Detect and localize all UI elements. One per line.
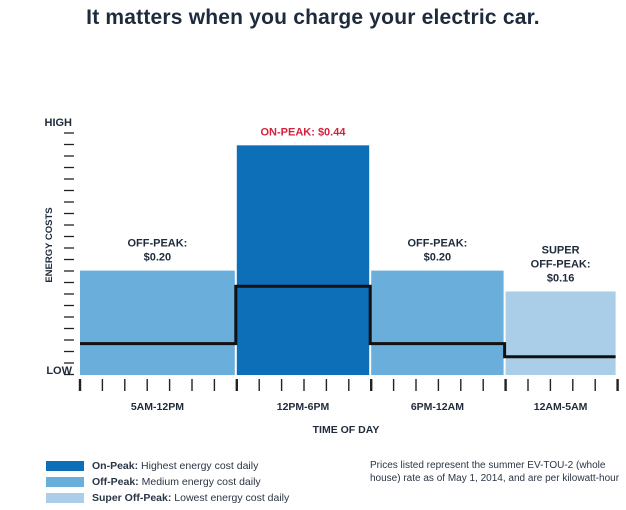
bar-12pm-6pm (236, 145, 370, 375)
legend-name: Super Off-Peak: (92, 491, 172, 504)
x-axis-title: TIME OF DAY (313, 424, 380, 436)
x-tick-label: 5AM-12PM (131, 401, 184, 413)
legend-swatch-super-off-peak (46, 492, 84, 503)
chart: 5AM-12PM 12PM-6PM 6PM-12AM 12AM-5AM OFF-PEAK… (44, 117, 619, 436)
step-line-layer (80, 284, 616, 359)
legend: On-Peak: Highest energy cost daily Off-P… (46, 458, 289, 506)
legend-swatch-off-peak (46, 476, 84, 487)
rate-note: Prices listed represent the summer EV-TO… (370, 460, 620, 484)
chart-title: It matters when you charge your electric… (86, 6, 540, 29)
bar-12am-5am (505, 291, 616, 375)
bar-6pm-12am (371, 270, 504, 375)
bar-value-label: ON-PEAK: $0.44 (261, 126, 347, 138)
legend-item-off-peak: Off-Peak: Medium energy cost daily (46, 474, 289, 489)
legend-desc: Medium energy cost daily (141, 475, 261, 488)
bar-value-label: $0.20 (144, 252, 172, 264)
bar-value-label: OFF-PEAK: (531, 258, 591, 270)
legend-name: On-Peak: (92, 459, 139, 472)
legend-desc: Highest energy cost daily (141, 459, 259, 472)
y-axis-high-label: HIGH (45, 117, 73, 129)
bar-value-label: $0.20 (424, 252, 452, 264)
energy-step-line (80, 284, 616, 359)
bar-value-label: OFF-PEAK: (127, 238, 187, 250)
legend-name: Off-Peak: (92, 475, 139, 488)
legend-desc: Lowest energy cost daily (174, 491, 290, 504)
x-tick-label: 12PM-6PM (277, 401, 330, 413)
bars-layer (80, 145, 616, 375)
labels-layer: 5AM-12PM 12PM-6PM 6PM-12AM 12AM-5AM OFF-PEAK… (127, 126, 590, 413)
x-tick-label: 12AM-5AM (534, 401, 588, 413)
bar-value-label: OFF-PEAK: (407, 238, 467, 250)
legend-item-super-off-peak: Super Off-Peak: Lowest energy cost daily (46, 490, 289, 505)
x-tick-label: 6PM-12AM (411, 401, 464, 413)
legend-item-on-peak: On-Peak: Highest energy cost daily (46, 458, 289, 473)
bar-value-label: SUPER (542, 244, 580, 256)
y-axis-low-label: LOW (46, 365, 72, 377)
bar-5am-12pm (80, 270, 235, 375)
axis-layer (64, 132, 619, 391)
bar-value-label: $0.16 (547, 272, 575, 284)
legend-swatch-on-peak (46, 460, 84, 471)
y-axis-title: ENERGY COSTS (44, 207, 55, 282)
